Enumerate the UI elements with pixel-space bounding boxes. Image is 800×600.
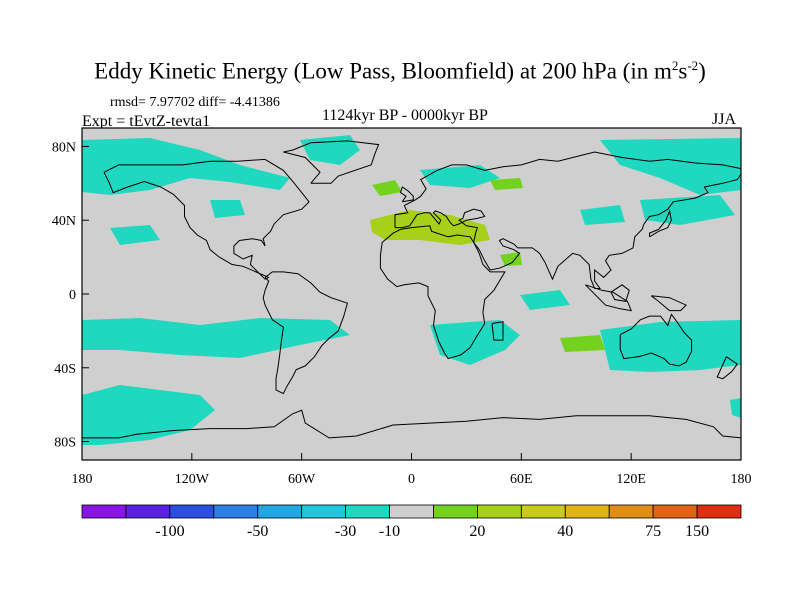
colorbar-swatch (389, 504, 434, 519)
stats-label: rmsd= 7.97702 diff= -4.41386 (110, 95, 280, 110)
colorbar-swatch (476, 504, 522, 519)
colorbar-swatch (608, 504, 654, 519)
colorbar: -100 -50 -30 -10 20 40 75 150 (81, 504, 742, 540)
x-tick-label: 0 (408, 472, 415, 487)
x-tick-label: 180 (72, 472, 93, 487)
colorbar-swatch (564, 504, 610, 519)
experiment-label: Expt = tEvtZ-tevta1 (82, 113, 211, 130)
coastline-indonesia (585, 284, 632, 312)
colorbar-swatch (257, 504, 303, 519)
coastline-south-america (262, 271, 349, 395)
y-tick-label: 80N (52, 140, 76, 155)
x-tick-label: 60W (288, 472, 316, 487)
season-label: JJA (712, 111, 737, 128)
coastline-japan (649, 209, 672, 238)
colorbar-swatch (301, 504, 347, 519)
colorbar-swatch (696, 504, 742, 519)
y-tick-label: 40S (54, 362, 76, 377)
y-tick-label: 0 (69, 288, 76, 303)
coastline-europe-asia (394, 151, 741, 289)
coastline-australia (619, 313, 693, 367)
colorbar-swatch (213, 504, 259, 519)
colorbar-swatch (169, 504, 215, 519)
colorbar-swatch (433, 504, 478, 519)
x-tick-label: 60E (510, 472, 533, 487)
negative-anomaly-fields (82, 135, 741, 445)
y-tick-label: 80S (54, 436, 76, 451)
x-tick-label: 120W (175, 472, 210, 487)
colorbar-label: 75 (645, 523, 661, 540)
colorbar-swatch (345, 504, 390, 519)
colorbar-swatch (81, 504, 127, 519)
colorbar-label: -50 (247, 523, 268, 540)
colorbar-swatch (125, 504, 171, 519)
colorbar-label: -30 (335, 523, 356, 540)
coastline-greenland (283, 140, 380, 184)
plot-title: Eddy Kinetic Energy (Low Pass, Bloomfiel… (94, 58, 706, 84)
colorbar-label: 150 (685, 523, 709, 540)
coastline-antarctica (82, 409, 741, 439)
colorbar-swatch (652, 504, 698, 519)
coastline-borneo (610, 284, 630, 302)
coastline-britain (399, 186, 414, 203)
colorbar-label: 40 (557, 523, 573, 540)
coastline-new-guinea (650, 295, 687, 312)
colorbar-label: 20 (469, 523, 485, 540)
coastline-new-zealand (716, 356, 739, 380)
colorbar-label: -10 (379, 523, 400, 540)
coastline-north-america (103, 158, 310, 280)
coastline-africa (379, 225, 506, 360)
period-label: 1124kyr BP - 0000kyr BP (322, 107, 488, 124)
colorbar-label: -100 (155, 523, 184, 540)
coastline-madagascar (491, 321, 504, 341)
x-tick-label: 180 (731, 472, 752, 487)
map-axes: 180 120W 60W 0 60E 120E 180 80N 40N 0 40S 80S (52, 140, 752, 487)
continent-outlines (82, 140, 741, 439)
colorbar-swatch (520, 504, 566, 519)
x-tick-label: 120E (616, 472, 646, 487)
y-tick-label: 40N (52, 214, 76, 229)
